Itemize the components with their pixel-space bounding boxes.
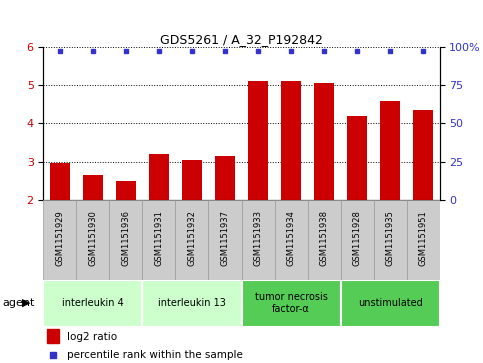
Bar — [380, 101, 400, 200]
Bar — [413, 110, 433, 200]
Bar — [281, 81, 301, 200]
Text: GSM1151936: GSM1151936 — [122, 210, 130, 266]
Bar — [110, 200, 142, 280]
Bar — [314, 83, 334, 200]
Bar — [274, 200, 308, 280]
Bar — [142, 200, 175, 280]
Bar — [347, 116, 367, 200]
Bar — [308, 200, 341, 280]
Text: GSM1151951: GSM1151951 — [419, 210, 427, 266]
Bar — [76, 200, 110, 280]
Bar — [242, 200, 274, 280]
Bar — [373, 200, 407, 280]
Bar — [209, 200, 242, 280]
Text: agent: agent — [2, 298, 35, 308]
Title: GDS5261 / A_32_P192842: GDS5261 / A_32_P192842 — [160, 33, 323, 46]
Text: GSM1151930: GSM1151930 — [88, 210, 98, 266]
Bar — [43, 200, 76, 280]
Bar — [242, 280, 341, 327]
Bar — [175, 200, 209, 280]
Bar — [407, 200, 440, 280]
Bar — [341, 200, 373, 280]
Text: GSM1151933: GSM1151933 — [254, 210, 262, 266]
Text: percentile rank within the sample: percentile rank within the sample — [67, 350, 243, 360]
Bar — [341, 280, 440, 327]
Bar — [116, 180, 136, 200]
Text: interleukin 4: interleukin 4 — [62, 298, 124, 308]
Text: GSM1151929: GSM1151929 — [56, 210, 64, 266]
Bar — [149, 154, 169, 200]
Text: ▶: ▶ — [22, 298, 31, 308]
Text: GSM1151934: GSM1151934 — [286, 210, 296, 266]
Text: GSM1151928: GSM1151928 — [353, 210, 361, 266]
Text: log2 ratio: log2 ratio — [67, 331, 117, 342]
Text: GSM1151938: GSM1151938 — [320, 210, 328, 266]
Bar — [83, 175, 103, 200]
Text: tumor necrosis
factor-α: tumor necrosis factor-α — [255, 292, 327, 314]
Bar — [248, 81, 268, 200]
Text: GSM1151937: GSM1151937 — [221, 210, 229, 266]
Bar — [50, 163, 70, 200]
Text: interleukin 13: interleukin 13 — [158, 298, 226, 308]
Text: GSM1151932: GSM1151932 — [187, 210, 197, 266]
Text: GSM1151931: GSM1151931 — [155, 210, 163, 266]
Bar — [215, 156, 235, 200]
Bar — [142, 280, 242, 327]
Bar — [43, 280, 142, 327]
Text: GSM1151935: GSM1151935 — [385, 210, 395, 266]
Bar — [182, 160, 202, 200]
Bar — [47, 329, 59, 343]
Text: unstimulated: unstimulated — [357, 298, 423, 308]
